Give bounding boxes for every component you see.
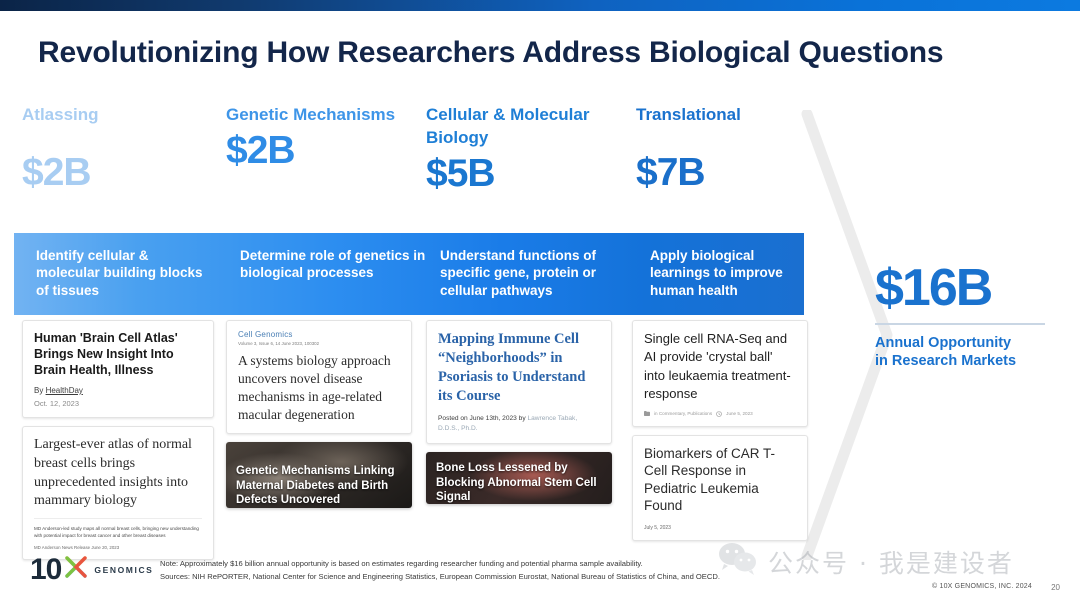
clock-icon — [716, 411, 722, 417]
category-name: Translational — [636, 105, 741, 124]
category-amount: $7B — [636, 150, 706, 194]
card-background-image — [426, 452, 612, 505]
news-headline: Bone Loss Lessened by Blocking Abnormal … — [436, 462, 597, 503]
news-headline: Genetic Mechanisms Linking Maternal Diab… — [236, 465, 395, 507]
news-meta-categories: in Commentary, Publications — [654, 411, 713, 417]
footnote-line-2: Sources: NIH RePORTER, National Center f… — [160, 571, 720, 581]
band-description-atlassing: Identify cellular & molecular building b… — [36, 248, 203, 298]
folder-icon — [644, 411, 650, 417]
footnote: Note: Approximately $16 billion annual o… — [160, 558, 860, 583]
category-column-genetic-mechanisms: Genetic Mechanisms $2B — [226, 104, 422, 170]
news-byline: By HealthDay — [34, 386, 202, 395]
news-card[interactable]: Largest-ever atlas of normal breast cell… — [22, 426, 214, 561]
news-cards-area: Human 'Brain Cell Atlas' Brings New Insi… — [14, 320, 814, 561]
journal-name: Cell Genomics — [238, 330, 293, 339]
posted-prefix: Posted on June 13th, 2023 by — [438, 415, 528, 423]
logo-x-icon — [63, 554, 89, 585]
top-accent-bar — [0, 0, 1080, 11]
news-headline: Human 'Brain Cell Atlas' Brings New Insi… — [34, 331, 178, 377]
news-date: Oct. 12, 2023 — [34, 399, 80, 408]
card-overlay: Genetic Mechanisms Linking Maternal Diab… — [226, 442, 412, 508]
category-columns: Atlassing $2B Genetic Mechanisms $2B Cel… — [14, 104, 804, 534]
news-column-1: Human 'Brain Cell Atlas' Brings New Insi… — [22, 320, 214, 568]
category-column-atlassing: Atlassing $2B — [22, 104, 218, 192]
category-amount: $5B — [426, 151, 496, 195]
news-card-image[interactable]: Genetic Mechanisms Linking Maternal Diab… — [226, 442, 412, 509]
summary-divider — [875, 323, 1045, 325]
summary-panel: $16B Annual Opportunity in Research Mark… — [875, 262, 1065, 371]
brand-logo: 10 GENOMICS — [30, 554, 153, 585]
category-name: Cellular & Molecular Biology — [426, 105, 590, 147]
copyright-text: © 10X GENOMICS, INC. 2024 — [931, 583, 1032, 590]
news-card[interactable]: Cell Genomics Volume 3, Issue 6, 14 June… — [226, 320, 412, 435]
news-headline: A systems biology approach uncovers nove… — [238, 353, 391, 423]
footnote-line-1: Note: Approximately $16 billion annual o… — [160, 559, 643, 568]
byline-source[interactable]: HealthDay — [45, 386, 83, 395]
category-name: Genetic Mechanisms — [226, 105, 396, 124]
page-title: Revolutionizing How Researchers Address … — [38, 36, 944, 69]
card-background-image — [226, 442, 412, 509]
news-card-image[interactable]: Bone Loss Lessened by Blocking Abnormal … — [426, 452, 612, 505]
news-column-4: Single cell RNA-Seq and AI provide 'crys… — [632, 320, 808, 549]
posted-author[interactable]: Lawrence Tabak, D.D.S., Ph.D. — [438, 415, 578, 433]
news-headline: Mapping Immune Cell “Neighborhoods” in P… — [438, 331, 586, 404]
summary-total: $16B — [875, 259, 993, 317]
news-meta-line: in Commentary, Publications June 5, 2023 — [644, 411, 796, 417]
category-amount: $2B — [22, 150, 92, 194]
description-band: Identify cellular & molecular building b… — [14, 233, 804, 315]
news-card[interactable]: Single cell RNA-Seq and AI provide 'crys… — [632, 320, 808, 427]
news-column-2: Cell Genomics Volume 3, Issue 6, 14 June… — [226, 320, 412, 516]
card-overlay: Bone Loss Lessened by Blocking Abnormal … — [426, 452, 612, 504]
band-description-cellular-molecular-biology: Understand functions of specific gene, p… — [440, 248, 597, 298]
category-amount: $2B — [226, 128, 296, 172]
news-source-line: MD Anderson News Release June 20, 2023 — [34, 545, 120, 551]
category-name: Atlassing — [22, 105, 99, 124]
category-column-cellular-molecular-biology: Cellular & Molecular Biology $5B — [426, 104, 632, 193]
news-card[interactable]: Biomarkers of CAR T-Cell Response in Ped… — [632, 434, 808, 541]
news-headline: Largest-ever atlas of normal breast cell… — [34, 437, 192, 509]
news-posted-line: Posted on June 13th, 2023 by Lawrence Ta… — [438, 414, 600, 434]
logo-number: 10 — [30, 552, 62, 586]
summary-label-line2: in Research Markets — [875, 353, 1017, 370]
news-date: July 5, 2023 — [644, 525, 671, 531]
news-column-3: Mapping Immune Cell “Neighborhoods” in P… — [426, 320, 612, 512]
byline-prefix: By — [34, 386, 46, 395]
slide-footer: 10 GENOMICS Note: Approximately $16 bill… — [0, 546, 1080, 608]
category-column-translational: Translational $7B — [636, 104, 806, 192]
summary-label-line1: Annual Opportunity — [875, 334, 1012, 351]
band-description-translational: Apply biological learnings to improve hu… — [650, 248, 783, 298]
logo-wordmark: GENOMICS — [94, 564, 154, 575]
journal-issue: Volume 3, Issue 6, 14 June 2023, 100302 — [238, 341, 320, 346]
news-headline: Single cell RNA-Seq and AI provide 'crys… — [644, 331, 791, 402]
news-card[interactable]: Mapping Immune Cell “Neighborhoods” in P… — [426, 320, 612, 445]
news-headline: Biomarkers of CAR T-Cell Response in Ped… — [644, 445, 776, 514]
news-card[interactable]: Human 'Brain Cell Atlas' Brings New Insi… — [22, 320, 214, 418]
chevron-decoration — [795, 108, 925, 562]
news-subtext: MD Anderson-led study maps all normal br… — [34, 518, 202, 539]
band-description-genetic-mechanisms: Determine role of genetics in biological… — [240, 248, 426, 281]
news-meta-date: June 5, 2023 — [726, 411, 753, 417]
page-number: 20 — [1051, 583, 1060, 592]
